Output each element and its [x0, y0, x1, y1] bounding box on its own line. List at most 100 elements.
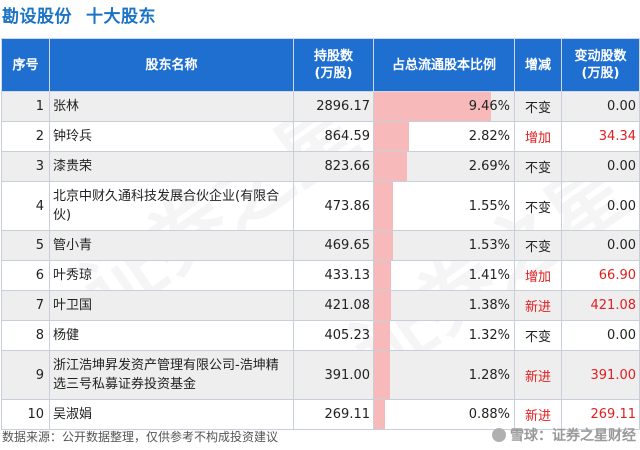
row-index: 1 — [1, 91, 50, 122]
ratio-value: 1.55% — [468, 198, 510, 214]
table-row: 7 叶卫国 421.08 1.38% 新进 421.08 — [1, 290, 640, 321]
ratio-value: 1.38% — [468, 298, 510, 313]
ratio-cell: 9.46% — [373, 91, 515, 122]
row-index: 2 — [1, 121, 50, 152]
shareholder-name: 浙江浩坤昇发资产管理有限公司-浩坤精选三号私募证券投资基金 — [49, 350, 294, 400]
change-type: 不变 — [514, 181, 562, 231]
shareholder-table: 序号 股东名称 持股数 (万股) 占总流通股本比例 增减 变动股数 (万股) 1 张林… — [1, 38, 640, 430]
shares-held: 269.11 — [293, 399, 374, 430]
table-row: 2 钟玲兵 864.59 2.82% 增加 34.34 — [1, 121, 640, 152]
table-row: 10 吴淑娟 269.11 0.88% 新进 269.11 — [1, 399, 640, 430]
table-row: 1 张林 2896.17 9.46% 不变 0.00 — [1, 91, 640, 122]
ratio-bar — [374, 351, 390, 399]
shares-held: 405.23 — [293, 320, 374, 351]
change-shares: 269.11 — [561, 399, 640, 430]
brand-label: 雪球：证券之星财经 — [510, 428, 636, 444]
table-row: 9 浙江浩坤昇发资产管理有限公司-浩坤精选三号私募证券投资基金 391.00 1.28… — [1, 350, 640, 400]
ratio-value: 2.69% — [468, 159, 510, 174]
shareholder-name: 管小青 — [49, 230, 294, 261]
row-index: 10 — [1, 399, 50, 430]
ratio-cell: 1.55% — [373, 181, 515, 231]
ratio-cell: 2.82% — [373, 121, 515, 152]
table-row: 4 北京中财久通科技发展合伙企业(有限合伙) 473.86 1.55% 不变 0.00 — [1, 181, 640, 231]
ratio-cell: 1.28% — [373, 350, 515, 400]
column-header: 增减 — [514, 38, 562, 92]
change-type: 不变 — [514, 151, 562, 182]
row-index: 5 — [1, 230, 50, 261]
change-type: 新进 — [514, 290, 562, 321]
change-type: 不变 — [514, 91, 562, 122]
ratio-value: 1.28% — [468, 367, 510, 383]
ratio-cell: 0.88% — [373, 399, 515, 430]
change-shares: 421.08 — [561, 290, 640, 321]
column-header: 股东名称 — [49, 38, 294, 92]
table-row: 3 漆贵荣 823.66 2.69% 不变 0.00 — [1, 151, 640, 182]
change-type: 增加 — [514, 260, 562, 291]
shareholder-name: 钟玲兵 — [49, 121, 294, 152]
shares-held: 823.66 — [293, 151, 374, 182]
row-index: 9 — [1, 350, 50, 400]
table-header-row: 序号 股东名称 持股数 (万股) 占总流通股本比例 增减 变动股数 (万股) — [1, 38, 640, 92]
ratio-bar — [374, 321, 391, 350]
ratio-cell: 1.38% — [373, 290, 515, 321]
page-subtitle: 十大股东 — [86, 7, 156, 27]
shareholder-name: 杨健 — [49, 320, 294, 351]
change-shares: 0.00 — [561, 320, 640, 351]
shareholder-name: 漆贵荣 — [49, 151, 294, 182]
change-shares: 66.90 — [561, 260, 640, 291]
ratio-bar — [374, 261, 392, 290]
company-name: 勘设股份 — [2, 7, 72, 27]
shares-held: 2896.17 — [293, 91, 374, 122]
row-index: 4 — [1, 181, 50, 231]
shareholder-name: 叶秀琼 — [49, 260, 294, 291]
shareholder-name: 吴淑娟 — [49, 399, 294, 430]
shares-held: 864.59 — [293, 121, 374, 152]
ratio-value: 2.82% — [468, 129, 510, 144]
change-shares: 0.00 — [561, 181, 640, 231]
shares-held: 433.13 — [293, 260, 374, 291]
shares-held: 421.08 — [293, 290, 374, 321]
column-header: 占总流通股本比例 — [373, 38, 515, 92]
data-source-note: 数据来源：公开数据整理，仅供参考不构成投资建议 — [2, 430, 279, 444]
change-shares: 0.00 — [561, 230, 640, 261]
ratio-cell: 1.53% — [373, 230, 515, 261]
brand-mark: 雪球：证券之星财经 — [492, 425, 636, 445]
row-index: 6 — [1, 260, 50, 291]
shareholder-name: 张林 — [49, 91, 294, 122]
table-row: 5 管小青 469.65 1.53% 不变 0.00 — [1, 230, 640, 261]
ratio-value: 9.46% — [468, 99, 510, 114]
ratio-bar — [374, 182, 394, 230]
ratio-bar — [374, 400, 385, 429]
shareholder-name: 叶卫国 — [49, 290, 294, 321]
ratio-value: 0.88% — [468, 407, 510, 422]
ratio-value: 1.32% — [468, 328, 510, 343]
change-shares: 391.00 — [561, 350, 640, 400]
change-type: 新进 — [514, 399, 562, 430]
table-row: 8 杨健 405.23 1.32% 不变 0.00 — [1, 320, 640, 351]
change-type: 增加 — [514, 121, 562, 152]
row-index: 8 — [1, 320, 50, 351]
page-title: 勘设股份 十大股东 — [2, 2, 156, 27]
ratio-value: 1.53% — [468, 238, 510, 253]
ratio-bar — [374, 152, 408, 181]
change-shares: 0.00 — [561, 91, 640, 122]
shares-held: 469.65 — [293, 230, 374, 261]
change-shares: 0.00 — [561, 151, 640, 182]
ratio-bar — [374, 92, 491, 121]
change-shares: 34.34 — [561, 121, 640, 152]
shares-held: 473.86 — [293, 181, 374, 231]
column-header: 变动股数 (万股) — [561, 38, 640, 92]
change-type: 不变 — [514, 320, 562, 351]
table-row: 6 叶秀琼 433.13 1.41% 增加 66.90 — [1, 260, 640, 291]
ratio-value: 1.41% — [468, 268, 510, 283]
change-type: 新进 — [514, 350, 562, 400]
ratio-bar — [374, 122, 409, 151]
shareholder-name: 北京中财久通科技发展合伙企业(有限合伙) — [49, 181, 294, 231]
ratio-cell: 1.41% — [373, 260, 515, 291]
column-header: 持股数 (万股) — [293, 38, 374, 92]
ratio-bar — [374, 231, 393, 260]
change-type: 不变 — [514, 230, 562, 261]
row-index: 7 — [1, 290, 50, 321]
row-index: 3 — [1, 151, 50, 182]
ratio-bar — [374, 291, 392, 320]
